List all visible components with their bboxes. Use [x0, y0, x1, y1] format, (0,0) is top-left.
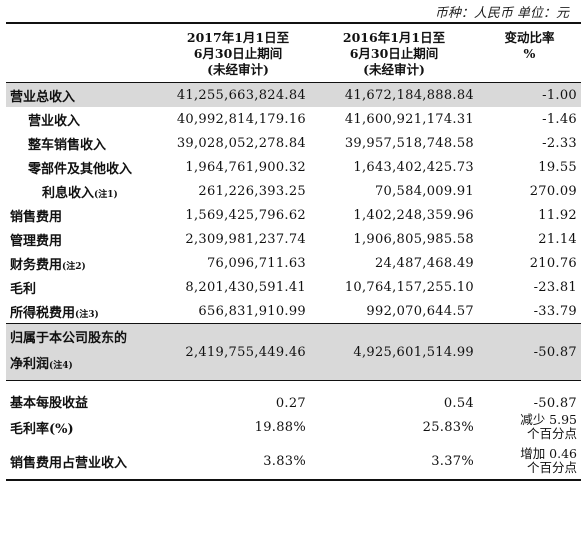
change-ratio-line2: 个百分点: [526, 460, 577, 475]
value-2016: 25.83%: [422, 419, 474, 435]
value-2017: 656,831,910.99: [198, 303, 306, 319]
change-ratio: 19.55: [538, 159, 577, 175]
table-row: 营业总收入 41,255,663,824.84 41,672,184,888.8…: [6, 82, 581, 107]
change-ratio: 11.92: [538, 207, 577, 223]
table-row: 销售费用占营业收入 3.83% 3.37% 增加 0.46 个百分点: [6, 443, 581, 481]
value-2016: 0.54: [443, 396, 474, 411]
value-2016: 41,600,921,174.31: [344, 111, 474, 127]
header-change-line1: 变动比率: [504, 30, 555, 45]
change-ratio-line1: 增加 0.46: [520, 446, 577, 461]
header-2017-line1: 2017年1月1日至: [186, 30, 290, 45]
header-change-ratio: 变动比率 %: [478, 22, 581, 83]
row-label: 基本每股收益: [10, 396, 89, 411]
header-2016-line3: (未经审计): [363, 62, 425, 77]
header-2016-line2: 6月30日止期间: [349, 46, 439, 61]
net-profit-row: 归属于本公司股东的 净利润(注4) 2,419,755,449.46 4,925…: [6, 323, 581, 381]
footnote-ref: (注3): [75, 309, 99, 320]
row-label: 利息收入(注1): [42, 185, 118, 201]
value-2017: 40,992,814,179.16: [176, 111, 306, 127]
row-label: 销售费用: [10, 209, 63, 225]
value-2017: 76,096,711.63: [206, 255, 306, 271]
value-2016: 24,487,468.49: [374, 255, 474, 271]
table-row: 销售费用 1,569,425,796.62 1,402,248,359.96 1…: [6, 203, 581, 227]
change-ratio: 减少 5.95 个百分点: [478, 411, 581, 443]
value-2017: 2,419,755,449.46: [166, 323, 310, 381]
financial-table-container: 2017年1月1日至 6月30日止期间 (未经审计) 2016年1月1日至 6月…: [6, 22, 581, 481]
value-2017: 8,201,430,591.41: [185, 279, 306, 295]
value-2017: 19.88%: [254, 419, 306, 435]
row-label: 营业收入: [28, 113, 81, 129]
value-2017: 1,569,425,796.62: [185, 207, 306, 223]
value-2016: 3.37%: [310, 443, 478, 481]
header-2016-line1: 2016年1月1日至: [342, 30, 446, 45]
header-2016: 2016年1月1日至 6月30日止期间 (未经审计): [310, 22, 478, 83]
header-change-line2: %: [523, 46, 536, 61]
table-row: 零部件及其他收入 1,964,761,900.32 1,643,402,425.…: [6, 155, 581, 179]
change-ratio: 增加 0.46 个百分点: [478, 443, 581, 481]
net-profit-label-line1: 归属于本公司股东的: [10, 330, 128, 346]
row-label: 财务费用(注2): [10, 257, 86, 273]
table-row: 利息收入(注1) 261,226,393.25 70,584,009.91 27…: [6, 179, 581, 203]
currency-unit-note: 币种：人民币 单位：元: [434, 6, 569, 21]
table-row: 基本每股收益 0.27 0.54 -50.87: [6, 381, 581, 411]
change-ratio: -1.00: [478, 82, 581, 107]
row-label: 整车销售收入: [28, 137, 107, 153]
row-label: 毛利: [10, 281, 37, 297]
value-2017: 261,226,393.25: [198, 183, 306, 199]
change-ratio: -50.87: [478, 323, 581, 381]
footnote-ref: (注1): [94, 189, 118, 200]
row-label: 营业总收入: [6, 82, 166, 107]
value-2016: 39,957,518,748.58: [344, 135, 474, 151]
header-2017: 2017年1月1日至 6月30日止期间 (未经审计): [166, 22, 310, 83]
row-label: 零部件及其他收入: [28, 161, 133, 177]
value-2017: 3.83%: [166, 443, 310, 481]
value-2017: 39,028,052,278.84: [176, 135, 306, 151]
header-2017-line2: 6月30日止期间: [193, 46, 283, 61]
header-2017-line3: (未经审计): [207, 62, 269, 77]
value-2016: 992,070,644.57: [366, 303, 474, 319]
change-ratio: 21.14: [538, 231, 577, 247]
row-label: 所得税费用(注3): [10, 305, 99, 321]
value-2016: 41,672,184,888.84: [310, 82, 478, 107]
value-2017: 0.27: [275, 396, 306, 411]
value-2016: 1,402,248,359.96: [353, 207, 474, 223]
table-row: 毛利率(%) 19.88% 25.83% 减少 5.95 个百分点: [6, 411, 581, 443]
change-ratio: -50.87: [533, 396, 577, 411]
row-label: 管理费用: [10, 233, 63, 249]
value-2017: 41,255,663,824.84: [166, 82, 310, 107]
row-label: 毛利率(%): [10, 421, 74, 437]
table-row: 所得税费用(注3) 656,831,910.99 992,070,644.57 …: [6, 299, 581, 324]
change-ratio: -2.33: [542, 135, 577, 151]
change-ratio-line2: 个百分点: [526, 426, 577, 441]
footnote-ref: (注4): [49, 360, 73, 371]
financial-summary-table: 2017年1月1日至 6月30日止期间 (未经审计) 2016年1月1日至 6月…: [6, 22, 581, 481]
row-label: 销售费用占营业收入: [6, 443, 166, 481]
value-2016: 1,643,402,425.73: [353, 159, 474, 175]
footnote-ref: (注2): [62, 261, 86, 272]
change-ratio-line1: 减少 5.95: [520, 412, 577, 427]
change-ratio: -1.46: [542, 111, 577, 127]
value-2016: 70,584,009.91: [374, 183, 474, 199]
row-label: 归属于本公司股东的 净利润(注4): [6, 323, 166, 381]
table-row: 毛利 8,201,430,591.41 10,764,157,255.10 -2…: [6, 275, 581, 299]
table-row: 整车销售收入 39,028,052,278.84 39,957,518,748.…: [6, 131, 581, 155]
table-row: 财务费用(注2) 76,096,711.63 24,487,468.49 210…: [6, 251, 581, 275]
value-2016: 4,925,601,514.99: [310, 323, 478, 381]
change-ratio: -23.81: [533, 279, 577, 295]
value-2017: 1,964,761,900.32: [185, 159, 306, 175]
value-2016: 10,764,157,255.10: [344, 279, 474, 295]
header-blank: [6, 22, 166, 83]
change-ratio: 210.76: [529, 255, 577, 271]
table-row: 管理费用 2,309,981,237.74 1,906,805,985.58 2…: [6, 227, 581, 251]
change-ratio: 270.09: [529, 183, 577, 199]
table-row: 营业收入 40,992,814,179.16 41,600,921,174.31…: [6, 107, 581, 131]
change-ratio: -33.79: [533, 303, 577, 319]
header-row: 2017年1月1日至 6月30日止期间 (未经审计) 2016年1月1日至 6月…: [6, 22, 581, 83]
net-profit-label-line2: 净利润(注4): [10, 356, 73, 372]
value-2017: 2,309,981,237.74: [185, 231, 306, 247]
value-2016: 1,906,805,985.58: [353, 231, 474, 247]
